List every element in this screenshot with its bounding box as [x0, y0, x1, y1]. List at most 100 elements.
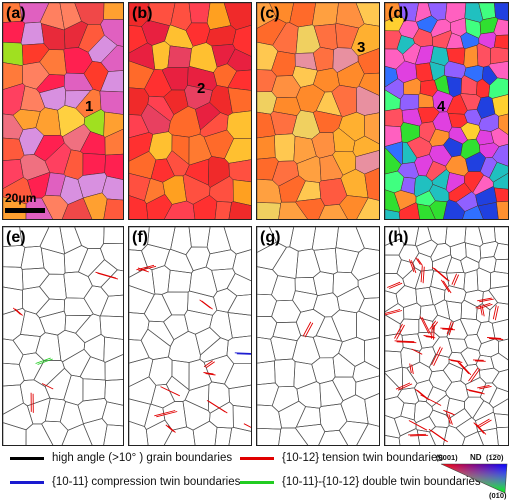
grain-label-4: 4 [437, 98, 446, 115]
compression-twin-boundary [234, 352, 251, 355]
grain [227, 87, 251, 114]
grain-boundary [419, 346, 436, 368]
grain-boundary [75, 313, 102, 344]
tension-twin-boundary [206, 400, 228, 414]
tension-twin-boundary [479, 305, 485, 317]
grain-boundary [460, 347, 481, 366]
grain [488, 61, 508, 80]
grain-boundary [257, 427, 282, 445]
grain-boundary [336, 285, 365, 314]
grain-boundary [40, 247, 66, 275]
grain-boundary [129, 420, 149, 445]
grain [313, 46, 334, 72]
grain-mosaic-b [129, 3, 251, 219]
panel-label-e: (e) [6, 229, 26, 246]
grain-boundary [428, 409, 450, 428]
grain-boundary [400, 402, 416, 421]
grain-boundary [20, 245, 45, 270]
grain-boundary [144, 403, 166, 431]
grain [493, 187, 508, 203]
tension-twin-boundary [408, 420, 428, 431]
grain-boundary [332, 352, 356, 378]
grain-boundary [385, 254, 402, 274]
grain [312, 3, 339, 27]
tension-twin-boundary [443, 409, 455, 416]
grain-boundary [18, 352, 45, 381]
grain-boundary [3, 338, 24, 365]
grain-boundary [79, 356, 106, 381]
tension-twin-boundary [431, 266, 450, 282]
grain [496, 201, 508, 219]
tension-twin-boundary [387, 281, 403, 289]
grain-boundary [430, 243, 452, 263]
grain-boundary [319, 403, 348, 432]
grain-boundary [44, 397, 66, 423]
grain-boundary [350, 247, 379, 281]
ebsd-map-b: (b) 2 [128, 2, 252, 220]
grain-boundary [312, 335, 343, 359]
grain-boundary [100, 269, 123, 297]
grain-boundary [228, 427, 251, 445]
ebsd-map-a: (a) 1 20μm [2, 2, 124, 220]
grain-boundary [459, 317, 482, 336]
ipf-label-nd: ND [470, 453, 482, 462]
tension-twin-boundary [466, 389, 485, 395]
grain-boundary [3, 266, 24, 291]
grain-boundary [207, 381, 230, 414]
grain-boundary [87, 259, 118, 288]
grain-boundary [63, 374, 84, 406]
grain-boundary [292, 335, 321, 365]
grain-boundary [22, 286, 50, 315]
tension-twin-boundary [473, 422, 487, 435]
grain-boundary [77, 248, 105, 278]
grain-boundary [167, 269, 192, 293]
legend-high-angle: high angle (>10° ) grain boundaries [10, 452, 232, 464]
grain-boundary [63, 245, 89, 274]
tension-twin-boundary [475, 302, 493, 310]
grain-boundary [488, 387, 508, 409]
grain-boundary [496, 426, 508, 445]
grain-boundary [385, 366, 404, 391]
grain-boundary [274, 358, 296, 388]
grain-boundary [74, 227, 105, 249]
grain-boundary [59, 227, 83, 255]
tension-twin-boundary [408, 259, 417, 274]
grain-boundary [278, 400, 307, 429]
tension-twin-boundary [477, 297, 494, 303]
panel-label-a: (a) [6, 5, 26, 22]
grain-boundary [472, 400, 494, 422]
grain-boundary [385, 350, 403, 373]
grain-boundary [293, 361, 317, 390]
grain-boundary [417, 331, 441, 349]
grain-boundary [147, 320, 175, 347]
grain-boundary [358, 297, 379, 321]
tension-twin-boundary [419, 316, 432, 335]
grain [228, 201, 251, 219]
grain-boundary [187, 290, 218, 316]
panel-label-h: (h) [388, 229, 409, 246]
tension-twin-boundary [302, 321, 314, 338]
grain-boundary [257, 336, 276, 364]
grain [289, 3, 316, 28]
legend-swatch-blue [10, 480, 44, 484]
tension-twin-boundary [408, 433, 429, 437]
grain-boundary [364, 393, 379, 427]
tension-twin-boundary [30, 392, 34, 413]
grain-boundary [99, 294, 123, 318]
grain [188, 3, 211, 24]
grain [490, 46, 508, 65]
grain [385, 108, 404, 128]
grain-boundary [129, 357, 154, 387]
grain-boundary [83, 333, 105, 362]
tension-twin-boundary [136, 264, 157, 272]
legend-compression-twin: {10-11} compression twin boundaries [10, 476, 240, 488]
ebsd-map-d: (d) 4 [384, 2, 509, 220]
tension-twin-boundary [395, 382, 413, 391]
grain [493, 34, 508, 50]
legend-swatch-red [240, 456, 274, 460]
tension-twin-boundary [137, 267, 149, 273]
grain-boundary [460, 256, 480, 274]
tension-twin-boundary [420, 265, 425, 284]
grain [355, 3, 379, 27]
grain-boundary [227, 312, 251, 339]
